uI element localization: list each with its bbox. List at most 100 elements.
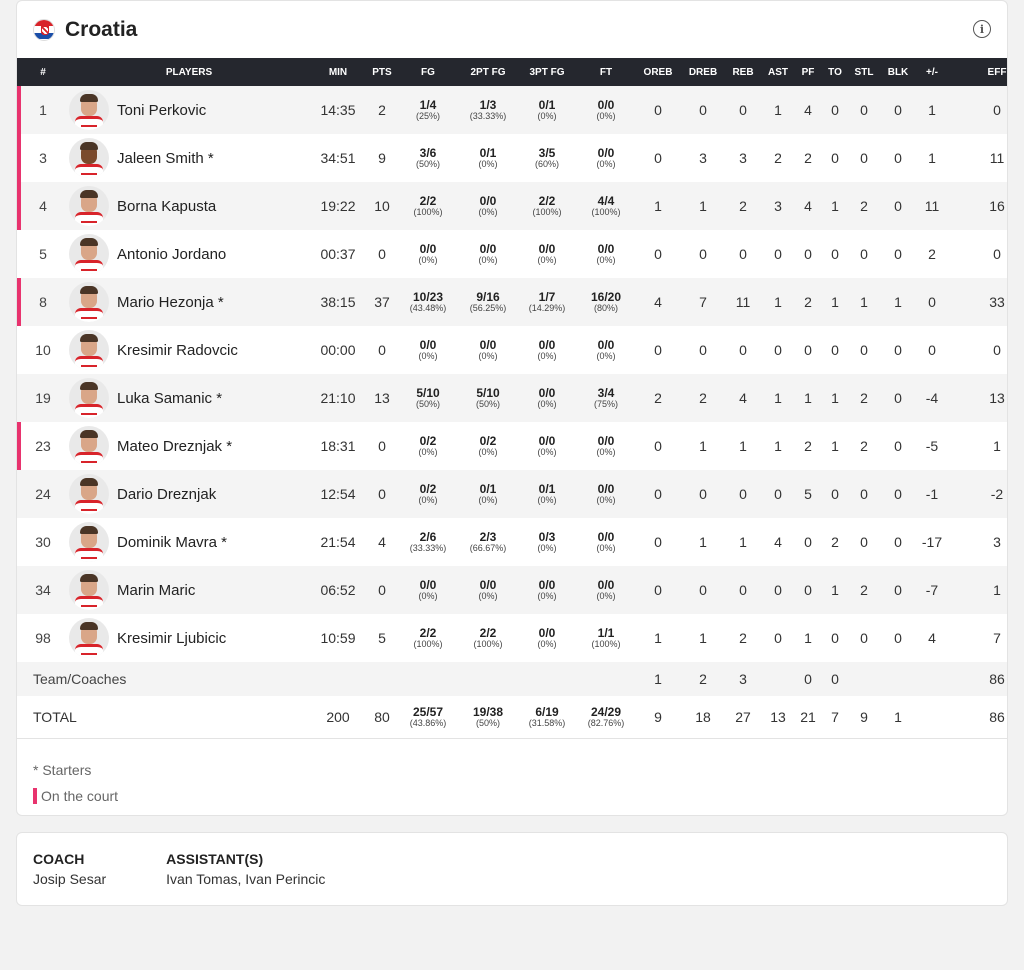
made-attempted: 2/2 xyxy=(479,626,497,640)
player-name-link[interactable]: Kresimir Radovcic xyxy=(117,341,238,359)
player-headshot xyxy=(69,282,109,322)
eff-cell: 33 xyxy=(989,294,1005,310)
made-attempted: 0/0 xyxy=(479,578,497,592)
stat-cell: 0/1 (0%) xyxy=(459,134,517,182)
info-icon[interactable]: i xyxy=(973,20,991,38)
percentage: (0%) xyxy=(478,495,498,505)
points-cell: 0 xyxy=(378,246,386,262)
pf-cell: 2 xyxy=(804,438,812,454)
jersey-number: 1 xyxy=(39,102,47,118)
eff-cell: 16 xyxy=(989,198,1005,214)
stat-cell: 16/20 (80%) xyxy=(577,278,635,326)
on-court-marker-icon xyxy=(17,86,21,134)
stat-cell: 0/0 (0%) xyxy=(517,326,577,374)
made-attempted: 0/0 xyxy=(597,482,615,496)
player-row[interactable]: 23 Mateo Dreznjak * 18:31 0 0/2 (0%) 0/2 (0%) 0/… xyxy=(17,422,1007,470)
blk-cell: 0 xyxy=(894,198,902,214)
made-attempted: 3/5 xyxy=(538,146,556,160)
made-attempted: 0/0 xyxy=(419,338,437,352)
percentage: (33.33%) xyxy=(409,543,447,553)
player-cell: Luka Samanic * xyxy=(69,374,309,422)
player-name-link[interactable]: Mario Hezonja * xyxy=(117,293,224,311)
reb-cell: 11 xyxy=(735,294,751,310)
stat-cell: 1/1 (100%) xyxy=(577,614,635,662)
eff-cell: 11 xyxy=(989,150,1005,166)
player-row[interactable]: 3 Jaleen Smith * 34:51 9 3/6 (50%) 0/1 (0%) 3/5(… xyxy=(17,134,1007,182)
column-header: AST xyxy=(768,66,788,78)
ast-cell: 0 xyxy=(774,582,782,598)
player-name-link[interactable]: Dario Dreznjak xyxy=(117,485,217,503)
player-name-link[interactable]: Kresimir Ljubicic xyxy=(117,629,227,647)
player-name-link[interactable]: Marin Maric xyxy=(117,581,196,599)
to-cell: 0 xyxy=(831,102,839,118)
column-header: PTS xyxy=(372,66,392,78)
points-cell: 9 xyxy=(378,150,386,166)
percentage: (0%) xyxy=(478,159,498,169)
ast-cell: 0 xyxy=(774,246,782,262)
player-row[interactable]: 30 Dominik Mavra * 21:54 4 2/6 (33.33%) 2/3 (66… xyxy=(17,518,1007,566)
percentage: (100%) xyxy=(473,639,503,649)
percentage: (0%) xyxy=(478,255,498,265)
column-header: +/- xyxy=(926,66,938,78)
player-headshot xyxy=(69,138,109,178)
made-attempted: 0/0 xyxy=(597,242,615,256)
oreb-cell: 4 xyxy=(654,294,662,310)
player-cell: Marin Maric xyxy=(69,566,309,614)
made-attempted: 0/0 xyxy=(597,338,615,352)
blk-cell: 1 xyxy=(894,708,902,725)
player-cell: Dario Dreznjak xyxy=(69,470,309,518)
made-attempted: 5/10 xyxy=(476,386,500,400)
made-attempted: 0/0 xyxy=(538,338,556,352)
player-name-link[interactable]: Borna Kapusta xyxy=(117,197,217,215)
percentage: (56.25%) xyxy=(469,303,507,313)
stl-cell: 2 xyxy=(860,582,868,598)
minutes-cell: 34:51 xyxy=(320,150,356,166)
player-name-link[interactable]: Toni Perkovic xyxy=(117,101,207,119)
to-cell: 0 xyxy=(831,630,839,646)
player-row[interactable]: 10 Kresimir Radovcic 00:00 0 0/0 (0%) 0/0 (0%) 0… xyxy=(17,326,1007,374)
dreb-cell: 1 xyxy=(699,630,707,646)
points-cell: 0 xyxy=(378,342,386,358)
team-header: Croatia i xyxy=(17,1,1007,58)
percentage: (0%) xyxy=(537,543,557,553)
percentage: (0%) xyxy=(537,591,557,601)
made-attempted: 0/0 xyxy=(479,338,497,352)
made-attempted: 0/0 xyxy=(538,386,556,400)
player-row[interactable]: 1 Toni Perkovic 14:35 2 1/4 (25%) 1/3 (33.33%) 0… xyxy=(17,86,1007,134)
player-name-link[interactable]: Antonio Jordano xyxy=(117,245,227,263)
pm-cell: 2 xyxy=(928,246,936,262)
ast-cell: 1 xyxy=(774,294,782,310)
player-row[interactable]: 34 Marin Maric 06:52 0 0/0 (0%) 0/0 (0%) 0/0 (0%)… xyxy=(17,566,1007,614)
ast-cell: 0 xyxy=(774,486,782,502)
made-attempted: 1/7 xyxy=(538,290,556,304)
jersey-number: 30 xyxy=(35,534,51,550)
column-header: MIN xyxy=(328,66,348,78)
player-row[interactable]: 98 Kresimir Ljubicic 10:59 5 2/2 (100%) 2/2 (10… xyxy=(17,614,1007,662)
player-row[interactable]: 8 Mario Hezonja * 38:15 37 10/23 (43.48%) 9/16… xyxy=(17,278,1007,326)
boxscore-card: Croatia i # PLAYERS MIN PTS FG 2PT FG 3PT FG FT… xyxy=(16,0,1008,816)
oreb-cell: 0 xyxy=(654,246,662,262)
coach-name: Josip Sesar xyxy=(33,871,107,887)
player-name-link[interactable]: Luka Samanic * xyxy=(117,389,223,407)
on-court-marker-icon xyxy=(17,182,21,230)
player-row[interactable]: 5 Antonio Jordano 00:37 0 0/0 (0%) 0/0 (0%) 0/0(… xyxy=(17,230,1007,278)
player-row[interactable]: 4 Borna Kapusta 19:22 10 2/2 (100%) 0/0 (0%) 2/2… xyxy=(17,182,1007,230)
jersey-number-cell: 4 xyxy=(17,182,69,230)
player-row[interactable]: 19 Luka Samanic * 21:10 13 5/10 (50%) 5/10 (50%… xyxy=(17,374,1007,422)
player-name-link[interactable]: Dominik Mavra * xyxy=(117,533,228,551)
minutes-cell: 12:54 xyxy=(320,486,356,502)
column-header: EFF xyxy=(987,66,1007,78)
jersey-number-cell: 19 xyxy=(17,374,69,422)
made-attempted: 1/3 xyxy=(479,98,497,112)
made-attempted: 25/57 xyxy=(412,704,444,719)
to-cell: 2 xyxy=(831,534,839,550)
dreb-cell: 2 xyxy=(699,390,707,406)
blk-cell: 0 xyxy=(894,102,902,118)
stl-cell: 9 xyxy=(860,708,868,725)
player-name-link[interactable]: Jaleen Smith * xyxy=(117,149,214,167)
jersey-number-cell: 10 xyxy=(17,326,69,374)
stat-cell: 1/4 (25%) xyxy=(397,86,459,134)
player-name-link[interactable]: Mateo Dreznjak * xyxy=(117,437,233,455)
column-header: 2PT FG xyxy=(470,66,506,78)
player-row[interactable]: 24 Dario Dreznjak 12:54 0 0/2 (0%) 0/1 (0%) 0/1(… xyxy=(17,470,1007,518)
